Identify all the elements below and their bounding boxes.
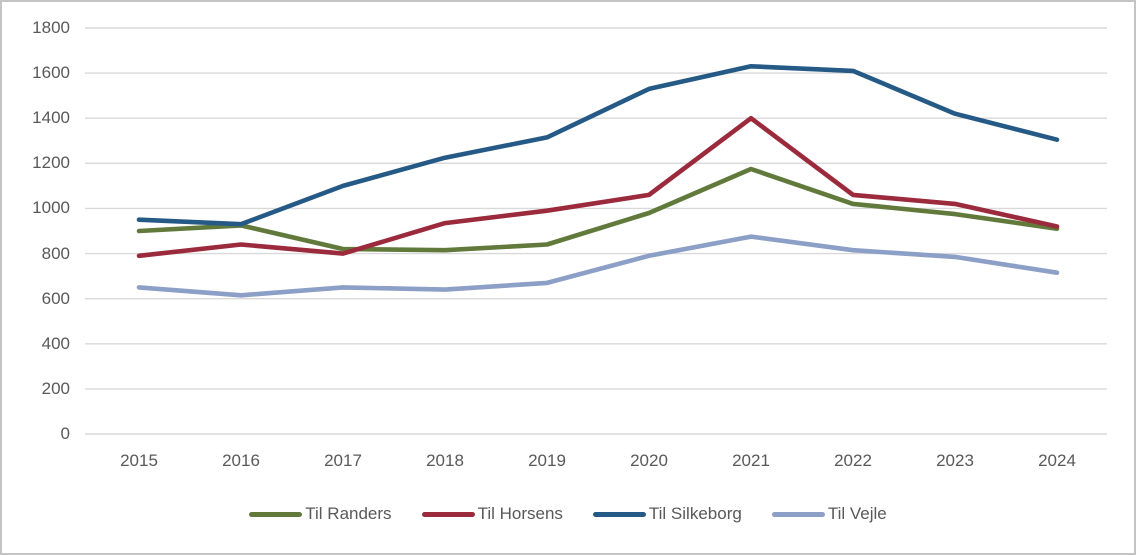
- y-axis-tick-label-1000: 1000: [32, 198, 70, 218]
- legend-swatch-til-horsens: [421, 511, 475, 517]
- legend-label-til-silkeborg: Til Silkeborg: [648, 504, 742, 523]
- x-axis-tick-label-2023: 2023: [936, 451, 974, 470]
- series-line-til-horsens: [136, 115, 1060, 259]
- legend-swatch-til-randers: [249, 511, 303, 517]
- x-axis-tick-label-2021: 2021: [732, 451, 770, 470]
- legend: Til Randers Til Horsens Til Silkeborg Ti…: [0, 504, 1136, 524]
- series-line-til-randers: [136, 166, 1060, 253]
- y-axis-tick-label-600: 600: [41, 288, 70, 308]
- y-axis-tick-label-1200: 1200: [32, 153, 70, 173]
- x-axis-tick-label-2020: 2020: [630, 451, 668, 470]
- legend-item-til-silkeborg: Til Silkeborg: [592, 504, 742, 524]
- x-axis-tick-label-2022: 2022: [834, 451, 872, 470]
- legend-label-til-vejle: Til Vejle: [827, 504, 887, 523]
- y-axis-tick-label-400: 400: [41, 333, 70, 353]
- y-axis-tick-label-800: 800: [41, 243, 70, 263]
- y-axis-tick-label-1400: 1400: [32, 108, 70, 128]
- x-axis-tick-label-2019: 2019: [528, 451, 566, 470]
- legend-label-til-horsens: Til Horsens: [477, 504, 563, 523]
- legend-label-til-randers: Til Randers: [305, 504, 392, 523]
- legend-item-til-randers: Til Randers: [249, 504, 392, 524]
- x-axis-tick-label-2018: 2018: [426, 451, 464, 470]
- x-axis-tick-label-2024: 2024: [1038, 451, 1076, 470]
- x-axis-tick-label-2017: 2017: [324, 451, 362, 470]
- series-line-til-silkeborg: [136, 64, 1060, 227]
- y-axis-tick-label-1600: 1600: [32, 63, 70, 83]
- y-axis-tick-label-1800: 1800: [32, 18, 70, 37]
- y-axis-tick-label-200: 200: [41, 378, 70, 398]
- x-axis-tick-label-2016: 2016: [222, 451, 260, 470]
- y-axis-tick-label-0: 0: [60, 424, 70, 443]
- legend-item-til-vejle: Til Vejle: [771, 504, 887, 524]
- x-axis-tick-label-2015: 2015: [120, 451, 158, 470]
- series-line-til-vejle: [136, 234, 1060, 298]
- legend-swatch-til-vejle: [771, 511, 825, 517]
- legend-swatch-til-silkeborg: [592, 511, 646, 517]
- legend-item-til-horsens: Til Horsens: [421, 504, 563, 524]
